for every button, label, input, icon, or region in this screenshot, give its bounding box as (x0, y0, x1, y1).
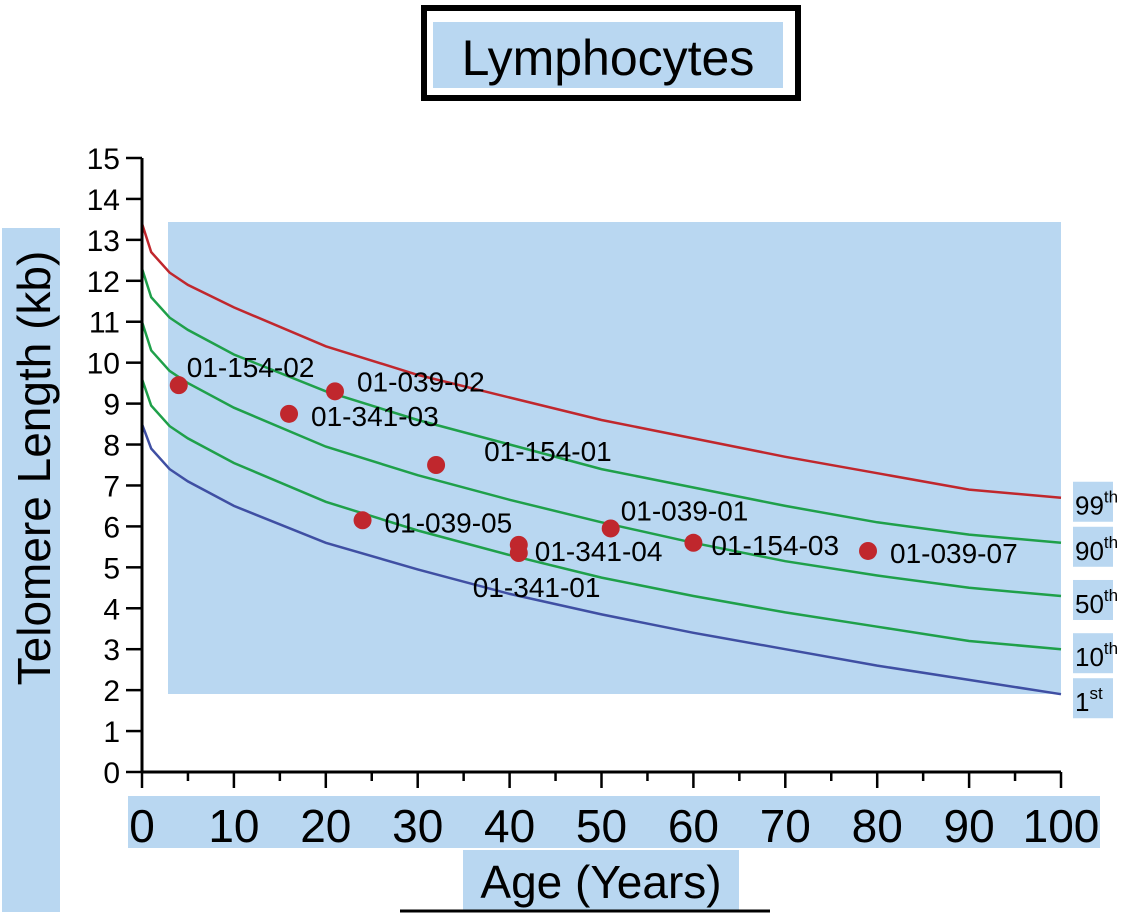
y-tick-label: 5 (103, 552, 120, 585)
ylabel-highlight (2, 228, 60, 912)
title-frame (421, 5, 801, 101)
data-point (169, 376, 188, 395)
y-tick-label: 0 (103, 757, 120, 790)
percentile-label-10: 10th (1075, 639, 1118, 672)
data-point-label: 01-039-02 (357, 366, 485, 397)
percentile-curve-10 (140, 378, 1062, 651)
data-point-label: 01-341-04 (535, 536, 663, 567)
percentile-label-bg (1073, 526, 1113, 567)
y-tick-label: 14 (87, 184, 120, 217)
x-tick-label: 100 (1023, 800, 1100, 852)
data-point-label: 01-154-01 (484, 436, 612, 467)
data-point-label: 01-154-03 (711, 530, 839, 561)
y-tick-label: 8 (103, 430, 120, 463)
data-point (280, 404, 299, 423)
data-point-label: 01-039-07 (890, 538, 1018, 569)
y-tick-label: 1 (103, 716, 120, 749)
percentile-label-90: 90th (1075, 533, 1118, 566)
x-tick-label: 50 (576, 800, 627, 852)
x-tick-label: 40 (484, 800, 535, 852)
x-tick-label: 90 (944, 800, 995, 852)
data-point (684, 533, 703, 552)
percentile-labels: 99th 90th 50th 10th 1st (1073, 481, 1118, 719)
plot-highlight (168, 222, 1061, 694)
x-tick-label: 10 (208, 800, 259, 852)
data-point (325, 382, 344, 401)
x-tick-label: 70 (760, 800, 811, 852)
x-tick-label: 0 (129, 800, 155, 852)
percentile-curves (140, 223, 1062, 696)
percentile-label-99: 99th (1075, 488, 1118, 521)
data-point (601, 519, 620, 538)
y-axis-label: Telomere Length (kb) (8, 251, 60, 686)
percentile-label-bg (1073, 633, 1113, 674)
y-tick-label: 15 (87, 143, 120, 176)
y-tick-label: 12 (87, 266, 120, 299)
y-tick-label: 3 (103, 634, 120, 667)
x-tick-label: 80 (852, 800, 903, 852)
y-tick-label: 9 (103, 389, 120, 422)
y-tick-label: 10 (87, 348, 120, 381)
percentile-label-bg (1073, 481, 1113, 522)
percentile-curve-99 (140, 223, 1062, 499)
y-tick-label: 6 (103, 511, 120, 544)
percentile-curve-1 (140, 423, 1062, 696)
data-point (859, 541, 878, 560)
percentile-curve-90 (140, 268, 1062, 545)
y-tick-label: 4 (103, 593, 120, 626)
data-point-label: 01-154-02 (187, 352, 315, 383)
data-point (509, 544, 528, 563)
percentile-label-50: 50th (1075, 586, 1118, 619)
y-tick-label: 7 (103, 470, 120, 503)
percentile-label-bg (1073, 579, 1113, 620)
x-tick-label: 60 (668, 800, 719, 852)
data-point-label: 01-039-05 (385, 507, 513, 538)
data-point-label: 01-039-01 (621, 495, 749, 526)
y-tick-label: 13 (87, 225, 120, 258)
data-points: 01-154-02 01-039-02 01-341-03 01-154-01 01-0… (169, 352, 1018, 603)
data-point (427, 456, 446, 474)
xlabel-highlight (463, 850, 739, 912)
chart-title: Lymphocytes (462, 30, 755, 86)
x-axis-label: Age (Years) (480, 856, 721, 908)
title-highlight (433, 22, 783, 88)
percentile-label-1: 1st (1075, 684, 1103, 717)
data-point-label: 01-341-01 (473, 572, 601, 603)
x-tick-label: 20 (300, 800, 351, 852)
y-tick-label: 11 (89, 307, 120, 340)
data-point-label: 01-341-03 (311, 401, 439, 432)
data-point (353, 511, 372, 530)
percentile-curve-50 (140, 321, 1062, 598)
y-tick-label: 2 (103, 675, 120, 708)
xtick-highlight (128, 796, 1100, 848)
percentile-label-bg (1073, 678, 1113, 719)
x-tick-label: 30 (392, 800, 443, 852)
